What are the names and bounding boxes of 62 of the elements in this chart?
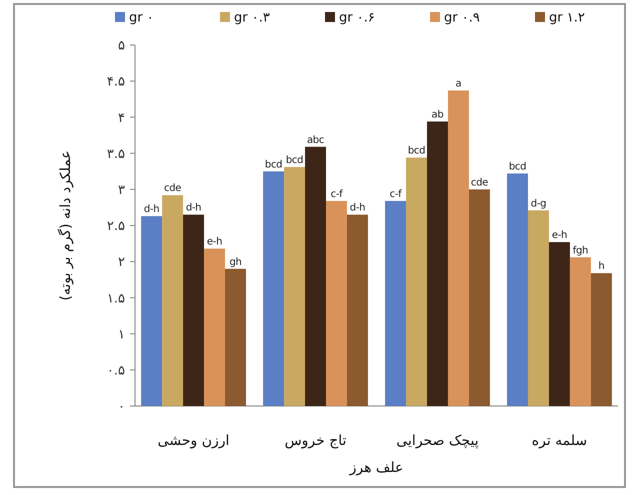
- bar: [426, 122, 448, 406]
- legend-label: gr ۱.۲: [549, 10, 585, 26]
- legend-label: gr ۰: [129, 10, 154, 26]
- data-label: bcd: [264, 159, 282, 170]
- y-tick-label: ۰.۵: [106, 363, 126, 378]
- data-label: h: [598, 261, 604, 272]
- y-axis-title: عملکرد دانه (گرم بر بوته): [57, 150, 74, 301]
- bar: [225, 268, 246, 406]
- data-label: d-h: [144, 204, 160, 216]
- data-label: bcd: [508, 162, 526, 173]
- data-label: c-f: [330, 188, 344, 200]
- bar: [204, 248, 226, 406]
- bar: [406, 158, 427, 406]
- bar: [448, 90, 469, 406]
- x-tick-label: سلمه تره: [532, 433, 588, 449]
- bar: [326, 200, 347, 406]
- y-tick-label: ۳.۵: [106, 146, 126, 162]
- y-tick-label: ۱: [118, 327, 125, 342]
- data-label: c-f: [390, 188, 402, 200]
- bar: [385, 200, 406, 406]
- y-tick-label: ۴.۵: [106, 74, 126, 90]
- bar: [284, 167, 306, 406]
- y-tick-label: ۲.۵: [106, 219, 126, 234]
- data-label: d-h: [186, 202, 202, 214]
- bar: [305, 146, 326, 406]
- legend-label: gr ۰.۳: [234, 10, 270, 26]
- data-label: e-h: [206, 236, 222, 248]
- bar: [507, 174, 528, 406]
- data-label: cde: [164, 183, 182, 194]
- y-tick-label: ۳: [118, 182, 126, 198]
- x-tick-label: ارزن وحشی: [158, 433, 230, 449]
- x-axis-title: علف هرز: [348, 460, 404, 476]
- x-tick-label: پیچک صحرایی: [396, 433, 479, 449]
- bar: [528, 210, 549, 406]
- bar: [570, 257, 591, 406]
- legend-label: gr ۰.۶: [339, 10, 375, 26]
- bar: [183, 214, 204, 406]
- y-tick-label: ۱.۵: [106, 291, 126, 306]
- y-tick-label: ۵: [118, 38, 126, 54]
- bar: [590, 273, 612, 406]
- x-tick-label: تاج خروس: [284, 433, 347, 449]
- data-label: bcd: [286, 155, 304, 166]
- data-label: cde: [470, 177, 488, 188]
- bar: [162, 195, 184, 406]
- data-label: gh: [229, 256, 242, 268]
- bar: [346, 214, 368, 406]
- bar: [468, 189, 490, 406]
- bar: [548, 242, 570, 406]
- data-label: d-h: [350, 202, 366, 214]
- data-label: ab: [432, 110, 444, 121]
- y-tick-label: ۴: [118, 110, 126, 126]
- data-label: bcd: [408, 146, 426, 157]
- bar: [263, 171, 284, 406]
- data-label: e-h: [552, 230, 568, 242]
- data-label: abc: [306, 134, 324, 146]
- data-label: fgh: [572, 245, 588, 256]
- y-tick-label: ۲: [118, 255, 126, 270]
- y-tick-label: ۰: [118, 400, 125, 415]
- data-label: a: [456, 78, 462, 90]
- data-label: d-g: [530, 198, 546, 210]
- legend-label: gr ۰.۹: [444, 10, 480, 26]
- bar: [141, 216, 162, 406]
